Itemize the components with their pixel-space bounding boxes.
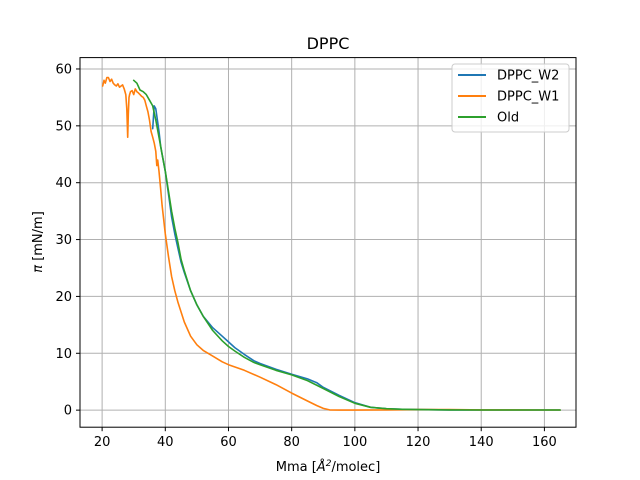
x-tick-label: 140 xyxy=(469,435,494,450)
x-tick-label: 80 xyxy=(283,435,300,450)
y-tick-label: 20 xyxy=(55,290,72,305)
y-tick-label: 30 xyxy=(55,233,72,248)
x-tick-label: 60 xyxy=(220,435,237,450)
series-line-old xyxy=(132,79,562,411)
x-tick-label: 160 xyxy=(532,435,557,450)
y-tick-label: 0 xyxy=(64,404,72,419)
y-tick-label: 40 xyxy=(55,176,72,191)
legend-label-dppc-w2: DPPC_W2 xyxy=(497,69,559,84)
series-layer xyxy=(101,76,562,411)
ticks-layer: 20 40 60 80 100 120 140 160 0 10 20 30 40 50 60 xyxy=(55,62,556,450)
legend-label-dppc-w1: DPPC_W1 xyxy=(497,90,559,105)
legend: DPPC_W2 DPPC_W1 Old xyxy=(451,63,570,133)
y-tick-label: 60 xyxy=(55,62,72,77)
x-tick-label: 20 xyxy=(94,435,111,450)
y-tick-label: 10 xyxy=(55,347,72,362)
x-axis-label: Mma [Å2/molec] xyxy=(276,459,381,475)
chart-title: DPPC xyxy=(307,34,350,53)
legend-box xyxy=(451,63,570,133)
series-line-dppc-w1 xyxy=(101,76,562,411)
legend-label-old: Old xyxy=(497,111,519,126)
series-line-dppc-w2 xyxy=(151,105,562,411)
y-axis-label: π [mN/m] xyxy=(31,211,46,273)
x-tick-label: 40 xyxy=(157,435,174,450)
x-tick-label: 120 xyxy=(406,435,431,450)
legend-items: DPPC_W2 DPPC_W1 Old xyxy=(458,69,559,126)
y-tick-label: 50 xyxy=(55,119,72,134)
plot-frame xyxy=(79,57,577,428)
x-tick-label: 100 xyxy=(342,435,367,450)
